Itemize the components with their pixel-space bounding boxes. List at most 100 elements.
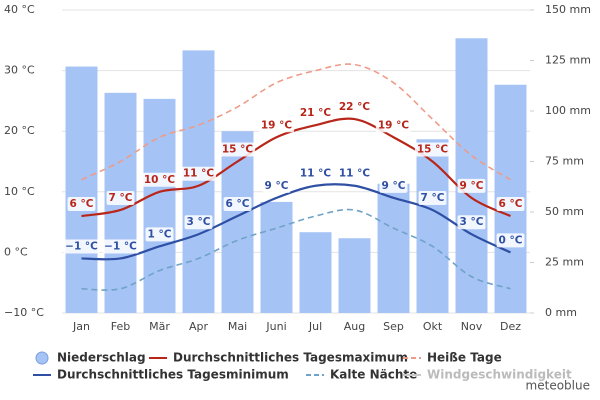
data-label-text: 19 °C	[378, 119, 410, 131]
y-tick-label: 30 °C	[4, 64, 35, 77]
legend-label: Windgeschwindigkeit	[427, 368, 572, 382]
data-label: 3 °C	[184, 215, 213, 230]
data-label-box	[141, 172, 178, 187]
legend-label: Heiße Tage	[427, 351, 502, 365]
data-label-text: 7 °C	[421, 192, 445, 204]
data-label: 3 °C	[457, 215, 486, 230]
data-label-text: 9 °C	[460, 180, 484, 192]
data-label: 11 °C	[297, 166, 334, 181]
data-label: 0 °C	[496, 233, 525, 248]
data-label: 7 °C	[106, 190, 135, 205]
precipitation-bar	[143, 98, 176, 313]
data-label-box	[223, 197, 252, 212]
data-label-box	[67, 197, 96, 212]
data-label-text: 11 °C	[339, 168, 371, 180]
line	[81, 183, 511, 261]
data-label: −1 °C	[102, 239, 139, 254]
legend-label: Durchschnittliches Tagesminimum	[57, 368, 289, 382]
data-label-text: 7 °C	[109, 192, 133, 204]
y-tick-label: 0 °C	[4, 245, 28, 258]
data-label: 19 °C	[375, 118, 412, 133]
y-tick-label: 10 °C	[4, 185, 35, 198]
data-label-box	[379, 178, 408, 193]
data-label-text: 3 °C	[460, 216, 484, 228]
precipitation-bar	[377, 183, 410, 313]
data-label-text: 6 °C	[70, 198, 94, 210]
precipitation-bar	[260, 201, 293, 313]
data-label-text: 15 °C	[417, 144, 449, 156]
data-label: 10 °C	[141, 172, 178, 187]
data-label-text: 10 °C	[144, 174, 176, 186]
data-label-text: 6 °C	[226, 198, 250, 210]
x-tick-label: Aug	[344, 320, 365, 333]
y2-tick-label: 100 mm	[545, 104, 591, 117]
data-label-text: 6 °C	[499, 198, 523, 210]
x-tick-label: Juni	[265, 320, 286, 333]
data-label-text: 0 °C	[499, 234, 523, 246]
data-label-text: 3 °C	[187, 216, 211, 228]
data-label-text: −1 °C	[65, 240, 98, 252]
y2-tick-label: 25 mm	[545, 256, 584, 269]
data-label-box	[102, 239, 139, 254]
precipitation-bar	[338, 238, 371, 313]
data-label: 22 °C	[336, 100, 373, 115]
data-label: 15 °C	[219, 142, 256, 157]
data-label-box	[106, 190, 135, 205]
precipitation-bar	[65, 66, 98, 313]
y-tick-label: 20 °C	[4, 124, 35, 137]
line	[81, 63, 511, 181]
data-label: 9 °C	[457, 178, 486, 193]
data-label-text: 9 °C	[265, 180, 289, 192]
data-label-box	[180, 166, 217, 181]
data-label-box	[258, 118, 295, 133]
y2-tick-label: 75 mm	[545, 155, 584, 168]
credit: meteoblue	[526, 379, 590, 393]
x-tick-label: Okt	[423, 320, 443, 333]
data-label-text: 11 °C	[183, 168, 215, 180]
data-label-box	[457, 215, 486, 230]
x-tick-label: Jan	[72, 320, 90, 333]
data-label: 9 °C	[379, 178, 408, 193]
data-label-box	[336, 166, 373, 181]
data-label: 6 °C	[496, 197, 525, 212]
precipitation-bar	[182, 50, 215, 314]
data-label-box	[297, 166, 334, 181]
data-label: 11 °C	[336, 166, 373, 181]
data-label: 6 °C	[223, 197, 252, 212]
legend-marker	[35, 351, 49, 365]
y-tick-label: 40 °C	[4, 3, 35, 16]
data-label-box	[184, 215, 213, 230]
x-tick-label: Feb	[111, 320, 130, 333]
data-label-box	[63, 239, 100, 254]
data-label-text: 15 °C	[222, 144, 254, 156]
data-label-text: 1 °C	[148, 228, 172, 240]
y2-tick-label: 50 mm	[545, 205, 584, 218]
y2-tick-label: 150 mm	[545, 3, 591, 16]
legend-label: Durchschnittliches Tagesmaximum	[173, 351, 408, 365]
data-label: 1 °C	[145, 227, 174, 242]
data-label: 19 °C	[258, 118, 295, 133]
data-label-box	[375, 118, 412, 133]
y2-tick-label: 0 mm	[545, 306, 577, 319]
data-label-text: 21 °C	[300, 107, 332, 119]
data-label-box	[262, 178, 291, 193]
data-label: 21 °C	[297, 106, 334, 121]
x-tick-label: Sep	[383, 320, 404, 333]
data-label: −1 °C	[63, 239, 100, 254]
x-tick-label: Jul	[308, 320, 322, 333]
data-label-box	[457, 178, 486, 193]
x-tick-label: Apr	[189, 320, 209, 333]
data-label-box	[414, 142, 451, 157]
data-label-text: 9 °C	[382, 180, 406, 192]
x-tick-label: Mai	[228, 320, 247, 333]
x-tick-label: Nov	[461, 320, 483, 333]
y2-tick-label: 125 mm	[545, 54, 591, 67]
data-label-box	[496, 197, 525, 212]
data-label-text: 11 °C	[300, 168, 332, 180]
precipitation-bar	[299, 232, 332, 313]
x-tick-label: Dez	[500, 320, 521, 333]
data-label-box	[145, 227, 174, 242]
data-label: 6 °C	[67, 197, 96, 212]
data-label-box	[336, 100, 373, 115]
data-label-text: 22 °C	[339, 101, 371, 113]
